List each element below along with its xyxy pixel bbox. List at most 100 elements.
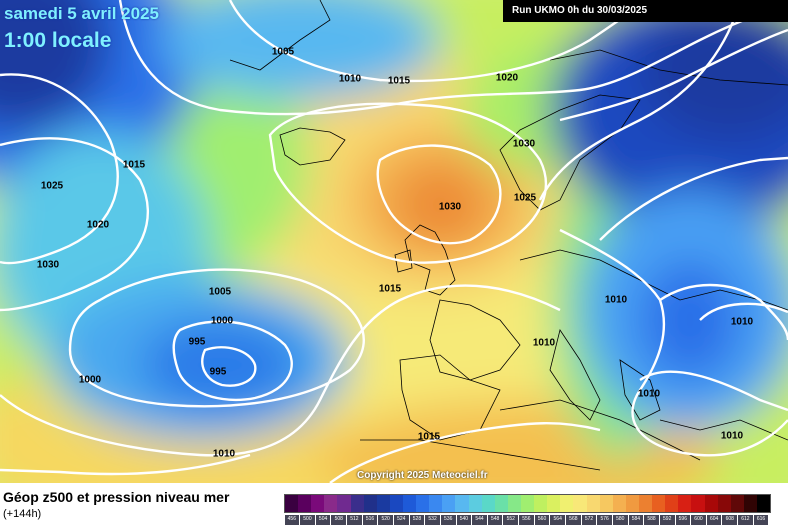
color-swatch (743, 495, 757, 512)
isobar-label: 1010 (730, 316, 754, 328)
scale-tick-label: 544 (472, 515, 487, 525)
color-swatch (285, 495, 299, 512)
color-swatch (455, 495, 469, 512)
scale-tick-label: 604 (706, 515, 722, 525)
scale-tick-label: 516 (362, 515, 378, 525)
color-swatch (691, 495, 705, 512)
scale-tick-label: 592 (659, 515, 675, 525)
color-swatch (520, 495, 535, 512)
color-swatch (481, 495, 495, 512)
forecast-date: samedi 5 avril 2025 (4, 4, 160, 23)
scale-tick-label: 456 (284, 515, 300, 525)
color-swatch (625, 495, 639, 512)
color-swatch (638, 495, 653, 512)
color-swatch (350, 495, 364, 512)
scale-tick-label: 608 (722, 515, 738, 525)
isobar-label: 1015 (417, 431, 441, 443)
color-swatch (573, 495, 587, 512)
color-swatch (652, 495, 666, 512)
copyright: Copyright 2025 Meteociel.fr (357, 470, 488, 481)
color-swatch (730, 495, 744, 512)
run-banner (503, 0, 788, 22)
color-scale (284, 494, 771, 513)
color-swatch (337, 495, 351, 512)
isobar-label: 1010 (720, 430, 744, 442)
forecast-time: 1:00 locale (4, 29, 112, 52)
color-swatch (429, 495, 443, 512)
scale-tick-label: 612 (738, 515, 753, 525)
scale-tick-label: 528 (409, 515, 425, 525)
color-swatch (494, 495, 508, 512)
scale-tick-label: 532 (425, 515, 440, 525)
color-swatch (678, 495, 692, 512)
isobar-label: 1015 (378, 283, 402, 295)
scale-tick-label: 552 (503, 515, 519, 525)
isobar-label: 1030 (36, 259, 60, 271)
geopotential-field (0, 0, 788, 483)
isobar-label: 1025 (513, 192, 537, 204)
color-swatch (534, 495, 548, 512)
color-swatch (416, 495, 430, 512)
isobar-label: 1010 (212, 448, 236, 460)
run-info: Run UKMO 0h du 30/03/2025 (512, 5, 648, 16)
color-swatch (717, 495, 731, 512)
color-swatch (756, 495, 771, 512)
isobar-label: 1000 (210, 315, 234, 327)
scale-tick-label: 616 (753, 515, 769, 525)
color-swatch (547, 495, 561, 512)
isobar-label: 995 (209, 366, 227, 378)
isobar-label: 995 (188, 336, 206, 348)
color-swatch (402, 495, 417, 512)
color-scale-ticks: 456 500 504 508 512 516 520 524 528 532 536 540 544 5… (284, 515, 769, 525)
scale-tick-label: 588 (644, 515, 659, 525)
weather-map: 1005 1010 1015 1020 1030 1015 1025 1020 … (0, 0, 788, 483)
color-swatch (586, 495, 600, 512)
isobar-label: 1010 (338, 73, 362, 85)
color-swatch (560, 495, 574, 512)
scale-tick-label: 560 (534, 515, 550, 525)
color-swatch (704, 495, 718, 512)
scale-tick-label: 600 (691, 515, 706, 525)
color-swatch (507, 495, 521, 512)
scale-tick-label: 568 (566, 515, 581, 525)
isobar-label: 1025 (40, 180, 64, 192)
isobar-label: 1005 (208, 286, 232, 298)
scale-tick-label: 536 (440, 515, 456, 525)
color-swatch (599, 495, 613, 512)
scale-tick-label: 584 (628, 515, 644, 525)
isobar-label: 1010 (604, 294, 628, 306)
scale-tick-label: 556 (519, 515, 534, 525)
isobar-label: 1020 (495, 72, 519, 84)
color-swatch (311, 495, 325, 512)
color-swatch (363, 495, 377, 512)
legend-subtitle: (+144h) (3, 508, 42, 520)
isobar-label: 1005 (271, 46, 295, 58)
color-swatch (442, 495, 456, 512)
color-swatch (298, 495, 312, 512)
isobar-label: 1030 (438, 201, 462, 213)
scale-tick-label: 580 (612, 515, 628, 525)
color-swatch (612, 495, 626, 512)
isobar-label: 1010 (637, 388, 661, 400)
scale-tick-label: 520 (378, 515, 393, 525)
scale-tick-label: 512 (347, 515, 362, 525)
color-swatch (468, 495, 482, 512)
scale-tick-label: 548 (487, 515, 503, 525)
scale-tick-label: 540 (456, 515, 472, 525)
color-swatch (389, 495, 403, 512)
scale-tick-label: 576 (597, 515, 612, 525)
isobar-label: 1015 (122, 159, 146, 171)
isobar-label: 1015 (387, 75, 411, 87)
color-swatch (376, 495, 390, 512)
scale-tick-label: 564 (550, 515, 566, 525)
isobar-label: 1020 (86, 219, 110, 231)
color-swatch (324, 495, 338, 512)
scale-tick-label: 524 (393, 515, 409, 525)
scale-tick-label: 508 (331, 515, 347, 525)
color-swatch (665, 495, 679, 512)
scale-tick-label: 500 (300, 515, 315, 525)
scale-tick-label: 504 (315, 515, 331, 525)
scale-tick-label: 596 (675, 515, 691, 525)
isobar-label: 1000 (78, 374, 102, 386)
legend-title: Géop z500 et pression niveau mer (3, 489, 230, 505)
